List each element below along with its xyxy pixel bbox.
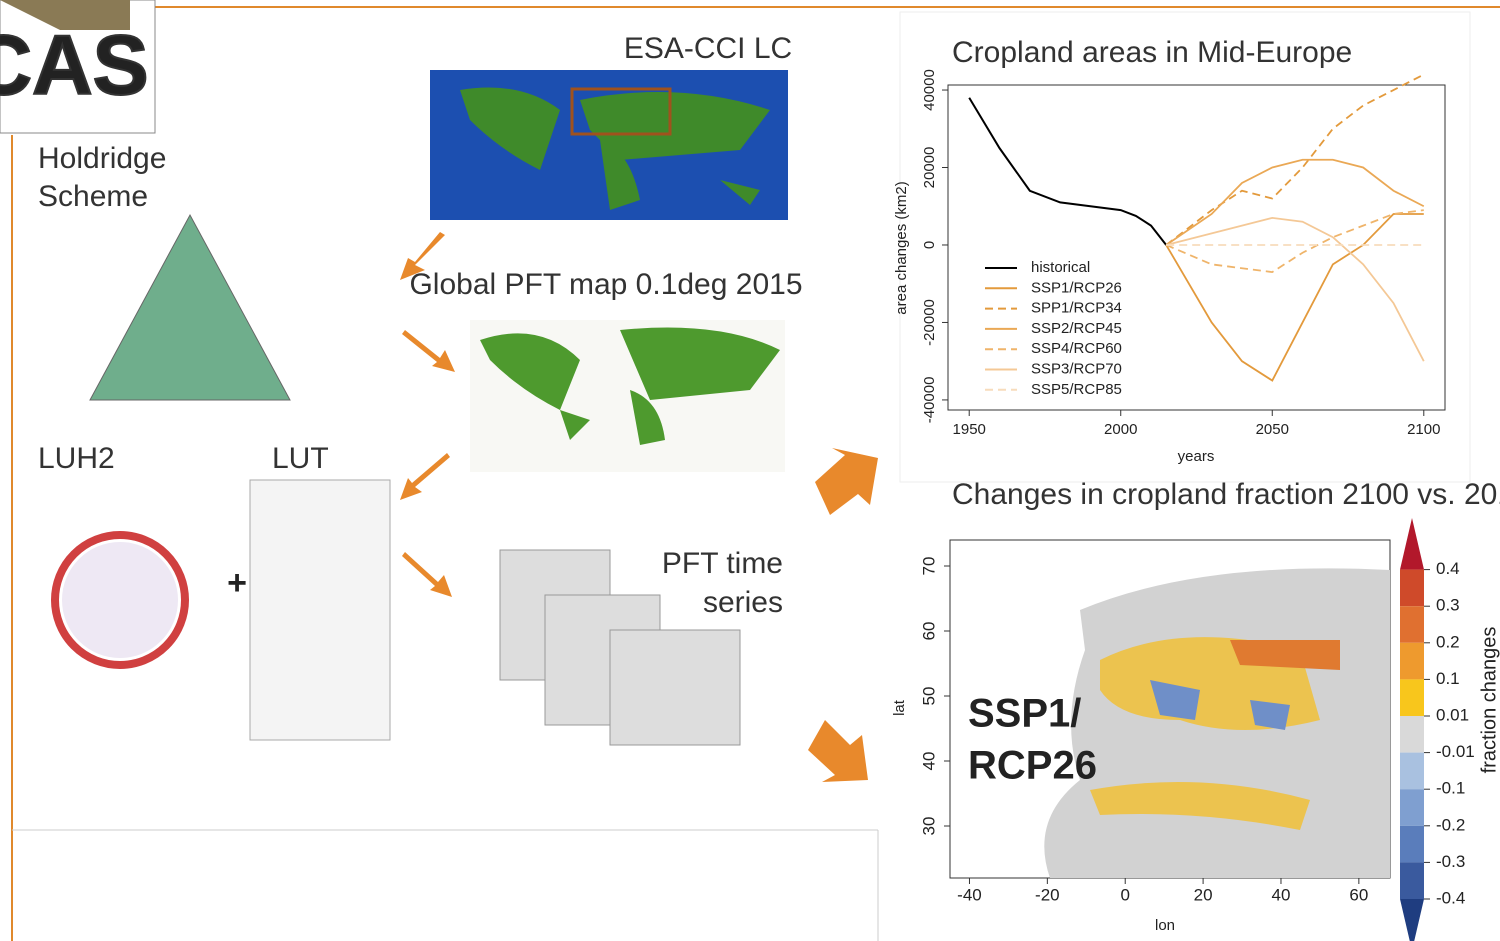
colorbar-tick-label: -0.1 xyxy=(1436,779,1465,798)
x-tick-label: 1950 xyxy=(953,421,986,438)
loss xyxy=(1150,680,1290,730)
colorbar-tick-label: -0.01 xyxy=(1436,742,1475,761)
gain-strong xyxy=(1230,640,1340,670)
annotation: RCP26 xyxy=(968,744,1097,788)
plus: + xyxy=(227,564,247,602)
colorbar-cap xyxy=(1400,899,1424,941)
colorbar-band xyxy=(1400,716,1424,753)
lut-flowchart xyxy=(249,479,391,741)
legend-label: SSP4/RCP60 xyxy=(1031,340,1122,357)
colorbar-tick-label: -0.4 xyxy=(1436,888,1465,907)
colorbar-tick-label: -0.2 xyxy=(1436,815,1465,834)
chart-panel xyxy=(899,11,1471,483)
colorbar-tick-label: 0.4 xyxy=(1436,559,1460,578)
colorbar-tick-label: 0.1 xyxy=(1436,669,1460,688)
series-line xyxy=(1165,213,1424,382)
x-axis-label: lon xyxy=(1155,917,1175,934)
annotation: SSP1/ xyxy=(968,692,1081,736)
y-axis-label: area changes (km2) xyxy=(893,181,910,314)
pft-land xyxy=(480,327,780,445)
ts-thumb xyxy=(609,629,741,746)
luh2-center xyxy=(62,542,178,658)
legend-label: SSP3/RCP70 xyxy=(1031,360,1122,377)
y-tick-label: 60 xyxy=(919,622,938,641)
legend-label: SSP1/RCP26 xyxy=(1031,279,1122,296)
series-line xyxy=(1165,209,1424,274)
europe-box xyxy=(570,87,672,136)
y-tick-label: 20000 xyxy=(921,147,938,189)
holdridge-triangle xyxy=(89,213,291,401)
land xyxy=(460,87,770,210)
y-tick-label: -40000 xyxy=(921,377,938,424)
y-axis-label: lat xyxy=(891,699,908,716)
x-tick-label: 2000 xyxy=(1104,421,1137,438)
y-tick-label: -20000 xyxy=(921,299,938,346)
legend-label: SSP5/RCP85 xyxy=(1031,381,1122,398)
colorbar-band xyxy=(1400,642,1424,680)
label: PFT time xyxy=(662,547,783,580)
colorbar-band xyxy=(1400,825,1424,863)
logo-photo xyxy=(0,0,130,30)
series-line xyxy=(1165,216,1425,362)
x-axis-label: years xyxy=(1178,448,1215,465)
x-tick-label: 0 xyxy=(1120,885,1129,904)
colorbar-tick-label: 0.2 xyxy=(1436,632,1460,651)
colorbar-band xyxy=(1400,789,1424,826)
y-tick-label: 70 xyxy=(919,557,938,576)
colorbar-band xyxy=(1400,606,1424,643)
colorbar-band xyxy=(1400,679,1424,716)
x-tick-label: 2050 xyxy=(1256,421,1289,438)
label: LUT xyxy=(272,442,329,475)
colorbar-cap xyxy=(1400,518,1424,570)
x-tick-label: 60 xyxy=(1349,885,1368,904)
y-tick-label: 40000 xyxy=(921,69,938,111)
label: series xyxy=(703,586,783,619)
x-tick-label: -40 xyxy=(957,885,982,904)
legend-label: SSP2/RCP45 xyxy=(1031,320,1122,337)
y-tick-label: 40 xyxy=(919,752,938,771)
label: Global PFT map 0.1deg 2015 xyxy=(409,268,802,301)
label: Holdridge xyxy=(38,142,166,175)
line-chart: 1950 2000 2050 2100 -40000 -20000 0 20000 40000 h… xyxy=(921,69,1441,438)
y-tick-label: 0 xyxy=(921,241,938,249)
colorbar-band xyxy=(1400,752,1424,790)
colorbar-tick-label: -0.3 xyxy=(1436,852,1465,871)
chart-title: Cropland areas in Mid-Europe xyxy=(952,36,1352,69)
luh2-wheel xyxy=(51,531,189,669)
legend-label: SPP1/RCP34 xyxy=(1031,300,1122,317)
colorbar-tick-label: 0.3 xyxy=(1436,596,1460,615)
logo-text: CAS xyxy=(0,18,149,112)
x-tick-label: 20 xyxy=(1194,885,1213,904)
label: ESA-CCI LC xyxy=(624,32,792,65)
gain xyxy=(1090,637,1320,830)
label: LUH2 xyxy=(38,442,115,475)
y-tick-label: 30 xyxy=(919,817,938,836)
colorbar-band xyxy=(1400,569,1424,607)
plot-frame xyxy=(947,84,1446,411)
map-title: Changes in cropland fraction 2100 vs. 20… xyxy=(952,478,1500,511)
map-axes: -40 -20 0 20 40 60 30 40 50 60 70 0.4 0.3 0.2 0.1 0.01 -… xyxy=(919,518,1475,941)
arrows xyxy=(400,232,878,782)
x-tick-label: 40 xyxy=(1272,885,1291,904)
colorbar-label: fraction changes xyxy=(1478,627,1500,774)
label: Scheme xyxy=(38,180,148,213)
x-tick-label: 2100 xyxy=(1407,421,1440,438)
series-line xyxy=(968,97,1167,246)
colorbar-band xyxy=(1400,862,1424,899)
colorbar-tick-label: 0.01 xyxy=(1436,705,1469,724)
series-line xyxy=(1165,158,1425,246)
y-tick-label: 50 xyxy=(919,687,938,706)
legend-label: historical xyxy=(1031,259,1090,276)
x-tick-label: -20 xyxy=(1035,885,1060,904)
